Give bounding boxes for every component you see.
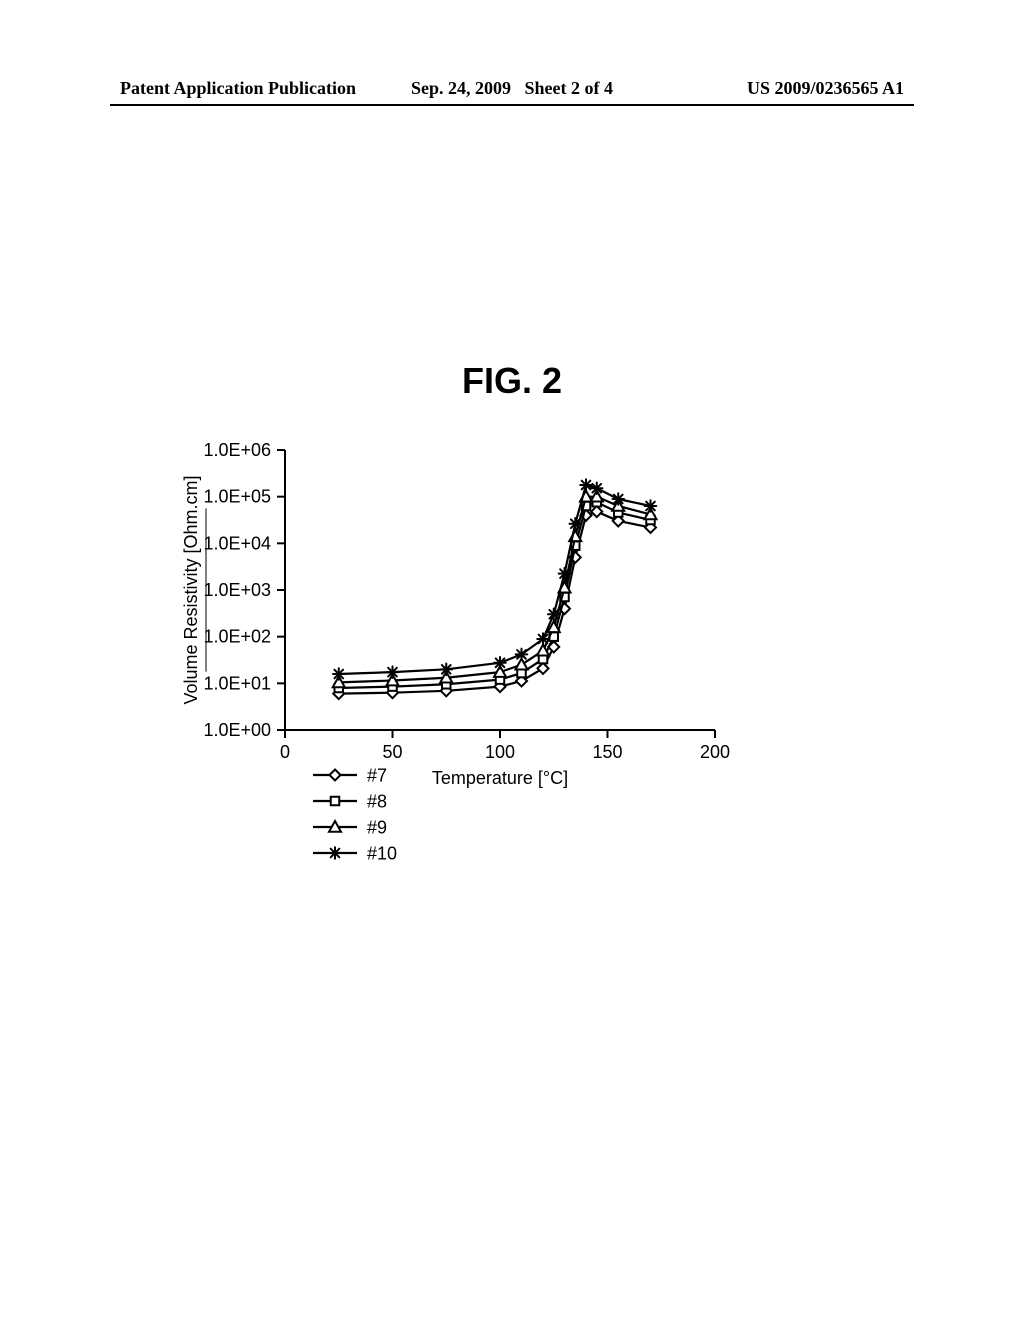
figure-title: FIG. 2 [0,360,1024,402]
svg-text:1.0E+06: 1.0E+06 [203,440,271,460]
svg-text:#9: #9 [367,817,387,837]
header-rule [110,104,914,106]
svg-text:1.0E+03: 1.0E+03 [203,580,271,600]
chart-svg: 1.0E+00 1.0E+01 1.0E+02 1.0E+03 1.0E+04 1.0E+… [175,430,735,934]
svg-text:1.0E+05: 1.0E+05 [203,487,271,507]
pub-sheet: Sheet 2 of 4 [525,78,614,98]
chart-container: 1.0E+00 1.0E+01 1.0E+02 1.0E+03 1.0E+04 1.0E+… [175,430,775,939]
series-s10 [333,479,656,680]
svg-text:Volume Resistivity [Ohm.cm]: Volume Resistivity [Ohm.cm] [181,475,201,704]
series-s7 [333,506,656,699]
svg-text:1.0E+01: 1.0E+01 [203,673,271,693]
pub-date: Sep. 24, 2009 [411,78,511,98]
svg-text:#10: #10 [367,843,397,863]
svg-text:#7: #7 [367,765,387,785]
svg-text:1.0E+02: 1.0E+02 [203,627,271,647]
svg-text:0: 0 [280,742,290,762]
svg-text:#8: #8 [367,791,387,811]
svg-text:1.0E+00: 1.0E+00 [203,720,271,740]
legend [313,770,357,859]
svg-text:100: 100 [485,742,515,762]
svg-text:150: 150 [592,742,622,762]
svg-text:50: 50 [382,742,402,762]
svg-text:Temperature [°C]: Temperature [°C] [432,768,568,788]
plot-series [333,479,657,699]
svg-text:200: 200 [700,742,730,762]
page: Patent Application Publication Sep. 24, … [0,0,1024,1320]
svg-text:1.0E+04: 1.0E+04 [203,533,271,553]
series-s9 [333,491,657,688]
